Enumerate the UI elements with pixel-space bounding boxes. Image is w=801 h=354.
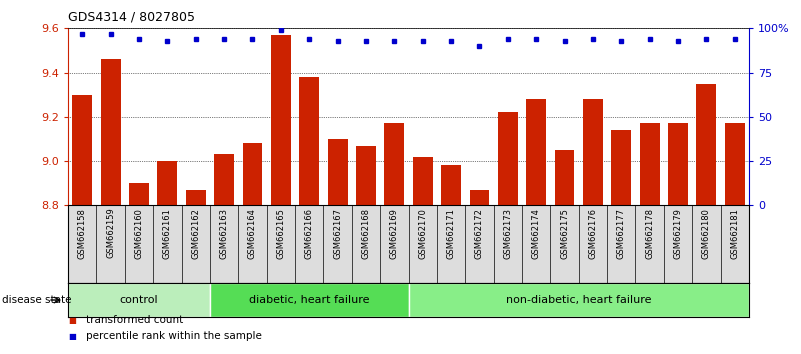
Bar xyxy=(441,165,461,205)
Bar xyxy=(101,59,121,205)
Text: GSM662174: GSM662174 xyxy=(532,208,541,258)
Text: GSM662163: GSM662163 xyxy=(219,208,228,259)
Text: ■: ■ xyxy=(68,332,76,341)
Bar xyxy=(611,130,631,205)
Bar xyxy=(158,161,177,205)
Text: control: control xyxy=(119,295,159,305)
Text: GSM662178: GSM662178 xyxy=(645,208,654,259)
Bar xyxy=(409,283,749,317)
Bar xyxy=(384,124,405,205)
Text: GSM662175: GSM662175 xyxy=(560,208,569,258)
Text: percentile rank within the sample: percentile rank within the sample xyxy=(86,331,262,341)
Text: GSM662160: GSM662160 xyxy=(135,208,143,258)
Text: GDS4314 / 8027805: GDS4314 / 8027805 xyxy=(68,11,195,24)
Text: GSM662165: GSM662165 xyxy=(276,208,285,258)
Bar xyxy=(554,150,574,205)
Bar xyxy=(498,112,517,205)
Text: GSM662170: GSM662170 xyxy=(418,208,427,258)
Text: non-diabetic, heart failure: non-diabetic, heart failure xyxy=(506,295,651,305)
Text: GSM662171: GSM662171 xyxy=(447,208,456,258)
Text: GSM662164: GSM662164 xyxy=(248,208,257,258)
Text: disease state: disease state xyxy=(2,295,71,305)
Text: transformed count: transformed count xyxy=(86,315,183,325)
Bar xyxy=(210,283,409,317)
Bar xyxy=(413,156,433,205)
Bar xyxy=(696,84,716,205)
Text: GSM662172: GSM662172 xyxy=(475,208,484,258)
Text: GSM662161: GSM662161 xyxy=(163,208,172,258)
Text: GSM662162: GSM662162 xyxy=(191,208,200,258)
Text: GSM662176: GSM662176 xyxy=(589,208,598,259)
Text: ■: ■ xyxy=(68,316,76,325)
Bar xyxy=(129,183,149,205)
Bar xyxy=(469,190,489,205)
Text: GSM662180: GSM662180 xyxy=(702,208,710,258)
Text: GSM662179: GSM662179 xyxy=(674,208,682,258)
Bar xyxy=(214,154,234,205)
Bar xyxy=(725,124,745,205)
Bar xyxy=(271,35,291,205)
Bar xyxy=(68,283,210,317)
Text: GSM662167: GSM662167 xyxy=(333,208,342,259)
Text: GSM662168: GSM662168 xyxy=(361,208,370,259)
Text: GSM662159: GSM662159 xyxy=(107,208,115,258)
Bar xyxy=(72,95,92,205)
Text: GSM662173: GSM662173 xyxy=(503,208,513,259)
Text: GSM662181: GSM662181 xyxy=(731,208,739,258)
Bar xyxy=(300,77,319,205)
Bar xyxy=(583,99,603,205)
Text: diabetic, heart failure: diabetic, heart failure xyxy=(249,295,369,305)
Bar xyxy=(243,143,263,205)
Bar xyxy=(668,124,688,205)
Bar xyxy=(356,145,376,205)
Bar xyxy=(640,124,659,205)
Text: GSM662169: GSM662169 xyxy=(390,208,399,258)
Bar xyxy=(186,190,206,205)
Bar xyxy=(328,139,348,205)
Text: GSM662166: GSM662166 xyxy=(304,208,314,259)
Text: GSM662177: GSM662177 xyxy=(617,208,626,259)
Text: GSM662158: GSM662158 xyxy=(78,208,87,258)
Bar xyxy=(526,99,546,205)
